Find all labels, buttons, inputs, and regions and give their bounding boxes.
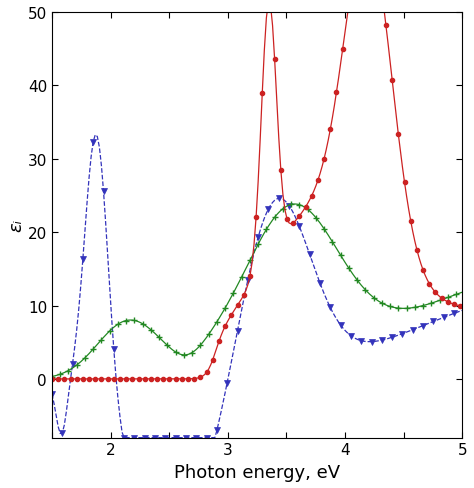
Y-axis label: εᵢ: εᵢ <box>7 219 25 232</box>
X-axis label: Photon energy, eV: Photon energy, eV <box>174 463 340 481</box>
